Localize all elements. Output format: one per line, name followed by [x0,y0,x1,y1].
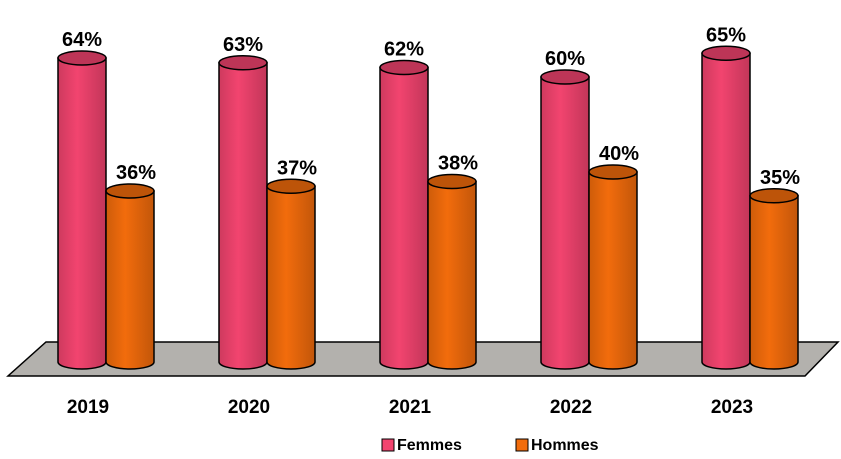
bar-hommes-2019 [105,183,155,370]
category-label-2023: 2023 [711,397,753,418]
bar-top-femmes-2023 [701,45,751,61]
category-label-2019: 2019 [67,397,109,418]
bar-top-hommes-2022 [588,164,638,180]
data-label-hommes-2022: 40% [599,143,639,165]
data-label-femmes-2020: 63% [223,34,263,56]
bar-body-femmes-2019 [57,57,107,370]
data-label-femmes-2021: 62% [384,39,424,61]
bar-body-femmes-2023 [701,52,751,370]
bar-hommes-2020 [266,178,316,370]
bar-femmes-2022 [540,69,590,370]
bar-top-femmes-2020 [218,55,268,71]
category-axis-labels: 2019 2020 2021 2022 2023 [67,397,753,418]
bar-top-femmes-2019 [57,50,107,66]
data-label-femmes-2022: 60% [545,48,585,70]
data-label-hommes-2023: 35% [760,167,800,189]
category-label-2020: 2020 [228,397,270,418]
bar-top-hommes-2020 [266,178,316,194]
bar-top-femmes-2022 [540,69,590,85]
bar-body-hommes-2020 [266,185,316,370]
data-label-femmes-2019: 64% [62,29,102,51]
legend: Femmes Hommes [381,437,599,454]
bar-body-hommes-2021 [427,180,477,370]
bar-body-femmes-2020 [218,62,268,370]
data-label-hommes-2021: 38% [438,153,478,175]
bar-femmes-2020 [218,55,268,370]
bar-femmes-2019 [57,50,107,370]
legend-swatch-hommes [515,438,529,452]
bar-hommes-2022 [588,164,638,370]
bar-femmes-2021 [379,59,429,370]
bar-femmes-2023 [701,45,751,370]
bars-group: 64% 36% 63% 37% 62% 38% 60% 40% 65% 35% [57,24,800,370]
category-label-2022: 2022 [550,397,592,418]
data-label-hommes-2019: 36% [116,162,156,184]
bar-hommes-2023 [749,188,799,370]
bar-top-hommes-2019 [105,183,155,199]
bar-body-hommes-2023 [749,195,799,370]
bar-body-femmes-2021 [379,66,429,370]
bar-body-hommes-2022 [588,171,638,370]
legend-label-hommes: Hommes [531,437,599,454]
data-label-femmes-2023: 65% [706,24,746,46]
bar-top-hommes-2023 [749,188,799,204]
category-label-2021: 2021 [389,397,432,418]
data-label-hommes-2020: 37% [277,157,317,179]
legend-swatch-femmes [381,438,395,452]
bar-top-femmes-2021 [379,59,429,76]
bar-hommes-2021 [427,173,477,370]
bar-body-femmes-2022 [540,76,590,370]
bar-body-hommes-2019 [105,190,155,370]
bar-top-hommes-2021 [427,173,477,190]
legend-label-femmes: Femmes [397,437,462,454]
